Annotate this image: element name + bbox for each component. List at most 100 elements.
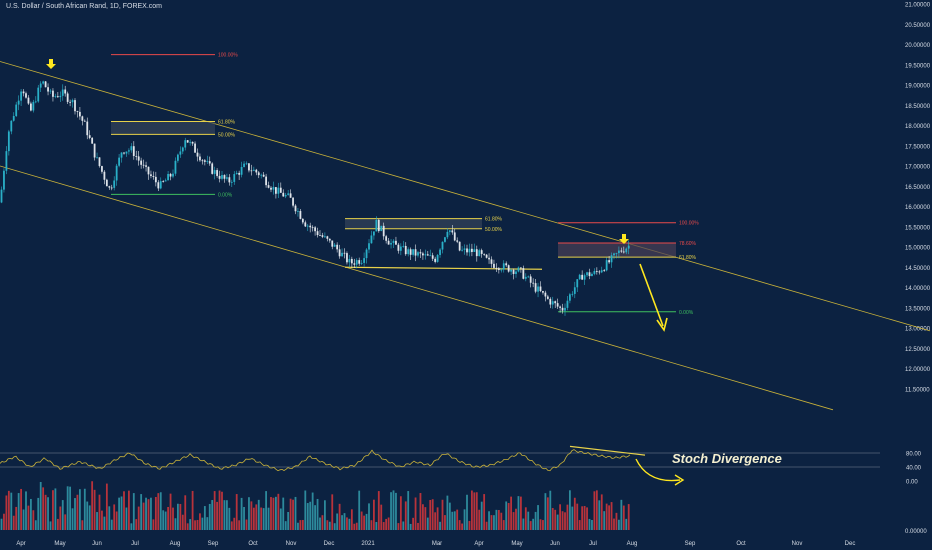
volume-bar xyxy=(226,500,228,530)
volume-bar xyxy=(250,501,253,530)
volume-bar xyxy=(622,505,625,530)
candle-body xyxy=(169,173,172,177)
volume-bar xyxy=(620,499,623,530)
candle-body xyxy=(395,240,397,245)
volume-bar xyxy=(262,508,265,530)
volume-bar xyxy=(306,503,309,530)
volume-bar xyxy=(319,517,321,530)
volume-bar xyxy=(373,499,375,530)
volume-bar xyxy=(81,520,84,530)
volume-bar xyxy=(502,520,505,530)
candle-body xyxy=(39,83,42,88)
candle-body xyxy=(549,298,552,305)
candle-body xyxy=(216,170,218,176)
volume-bar xyxy=(586,507,588,530)
volume-bar xyxy=(595,490,598,530)
candle-body xyxy=(331,240,334,247)
candle-body xyxy=(434,258,437,262)
volume-bar xyxy=(399,496,402,530)
price-tick-label: 17.50000 xyxy=(905,144,931,150)
volume-bar xyxy=(505,501,508,530)
time-tick-label: Sep xyxy=(208,541,219,547)
volume-bar xyxy=(500,512,503,530)
volume-bar xyxy=(37,497,40,530)
candle-body xyxy=(392,240,395,243)
candle-body xyxy=(478,250,481,257)
volume-bar xyxy=(524,507,527,530)
candle-body xyxy=(213,170,216,174)
volume-bar xyxy=(22,509,25,530)
fib-level-label: 0.00% xyxy=(679,310,694,316)
volume-bar xyxy=(181,514,184,530)
candle-body xyxy=(436,254,439,262)
volume-bar xyxy=(311,492,314,530)
candle-body xyxy=(196,152,199,157)
fib-level-label: 50.00% xyxy=(218,132,236,138)
candle-body xyxy=(284,194,287,197)
candle-body xyxy=(279,187,282,193)
price-tick-label: 13.00000 xyxy=(905,327,931,333)
volume-bar xyxy=(463,509,466,530)
volume-bar xyxy=(426,517,429,530)
candle-body xyxy=(12,115,15,121)
volume-bar xyxy=(66,486,69,530)
volume-bar xyxy=(275,496,277,530)
volume-bar xyxy=(326,520,329,530)
candle-body xyxy=(177,154,179,161)
volume-bar xyxy=(324,500,326,530)
volume-bar xyxy=(360,511,363,530)
volume-bar xyxy=(569,490,571,530)
candle-body xyxy=(409,249,412,255)
volume-bar xyxy=(453,511,456,530)
candle-body xyxy=(319,235,321,236)
osc-tick-label: 80.00 xyxy=(906,452,922,458)
candle-body xyxy=(480,250,483,254)
candle-body xyxy=(221,175,223,179)
candle-body xyxy=(206,161,209,162)
price-tick-label: 19.00000 xyxy=(905,84,931,90)
price-tick-label: 11.50000 xyxy=(905,387,930,393)
volume-bar xyxy=(191,490,194,530)
candle-body xyxy=(154,176,157,183)
candle-body xyxy=(152,175,155,177)
candle-body xyxy=(108,186,111,188)
candle-body xyxy=(554,301,557,304)
volume-bar xyxy=(86,501,89,530)
divergence-arrowhead xyxy=(674,474,685,486)
volume-bar xyxy=(15,506,18,530)
volume-bar xyxy=(608,505,610,530)
candle-body xyxy=(350,258,353,264)
volume-bar xyxy=(434,512,437,530)
channel-lower xyxy=(0,165,834,411)
volume-bar xyxy=(128,490,130,530)
volume-bar xyxy=(64,514,67,530)
candle-body xyxy=(115,165,118,181)
volume-bar xyxy=(598,500,601,530)
candle-body xyxy=(304,222,307,227)
volume-bar xyxy=(593,491,596,530)
candle-body xyxy=(47,87,49,92)
candle-body xyxy=(348,258,351,263)
volume-bar xyxy=(390,492,392,530)
candle-body xyxy=(277,187,280,194)
time-tick-label: Oct xyxy=(248,541,258,547)
volume-bar xyxy=(223,500,226,530)
volume-bar xyxy=(177,503,179,530)
volume-bar xyxy=(314,505,316,530)
candle-body xyxy=(267,185,270,188)
volume-bar xyxy=(556,514,559,530)
volume-bar xyxy=(218,490,221,530)
chart-title: U.S. Dollar / South African Rand, 1D, FO… xyxy=(6,3,163,10)
candle-body xyxy=(495,267,498,269)
volume-bar xyxy=(377,491,380,530)
candle-body xyxy=(468,248,471,253)
candle-body xyxy=(191,141,194,144)
candle-body xyxy=(402,245,405,247)
volume-bar xyxy=(468,520,471,530)
candle-body xyxy=(544,292,547,297)
volume-bar xyxy=(96,512,98,530)
volume-bar xyxy=(490,515,493,530)
osc-tick-label: 40.00 xyxy=(906,466,922,472)
volume-bar xyxy=(184,495,187,530)
